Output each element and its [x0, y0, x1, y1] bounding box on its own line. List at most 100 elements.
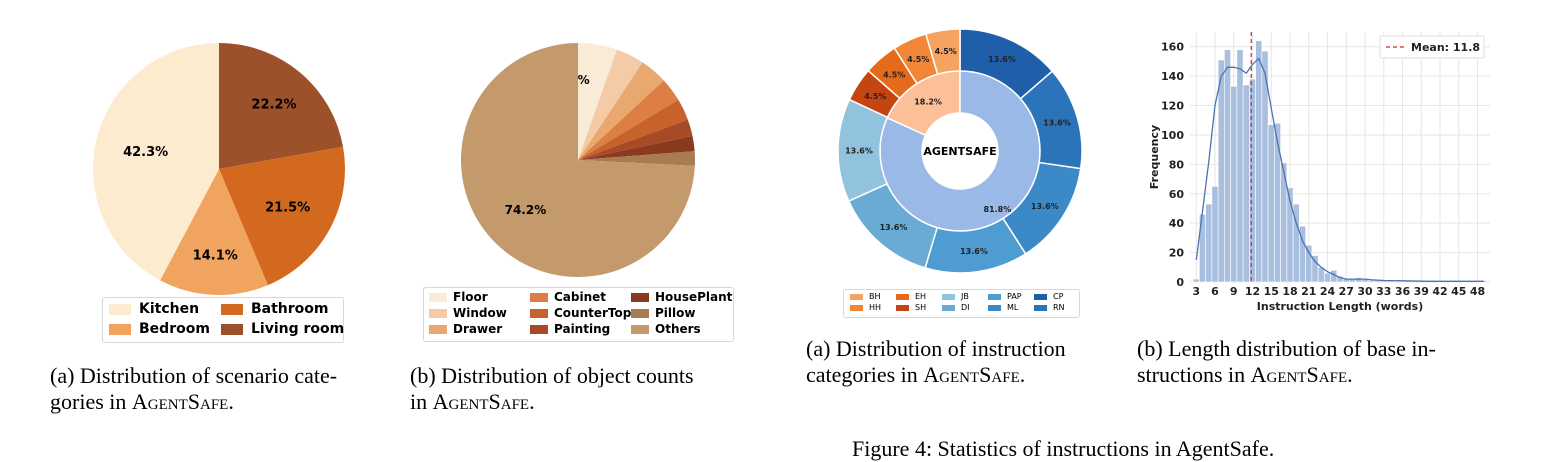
pie-slice-drawer — [578, 62, 664, 160]
outer-percent-label: 4.5% — [864, 92, 886, 101]
legend-swatch — [988, 304, 1001, 311]
caption-text: (b) Distribution of object counts — [410, 363, 694, 388]
legend-swatch — [1034, 304, 1047, 311]
legend-label: Painting — [554, 322, 611, 336]
legend-label: BH — [869, 292, 881, 301]
legend-swatch — [429, 292, 447, 302]
scenario-legend: Kitchen Bathroom Bedroom Living room — [102, 297, 344, 343]
instruction-legend-pap: PAP — [988, 292, 1022, 301]
histogram-bar — [1267, 124, 1275, 283]
histogram-bar — [1324, 272, 1331, 283]
pie-slice-others — [461, 43, 695, 277]
x-tick-label: 39 — [1414, 285, 1429, 298]
outer-percent-label: 13.6% — [1043, 119, 1071, 128]
pie-slice-window — [578, 49, 643, 161]
legend-label: SH — [915, 303, 927, 312]
instruction-legend-jb: JB — [942, 292, 969, 301]
slice-percent-label: 22.2% — [251, 97, 296, 112]
x-tick-label: 36 — [1395, 285, 1411, 298]
caption-text: (a) Distribution of scenario cate- — [50, 363, 338, 388]
legend-swatch — [631, 308, 649, 318]
caption-name: AgentSafe — [923, 362, 1020, 387]
x-tick-label: 48 — [1470, 285, 1485, 298]
x-tick-label: 3 — [1192, 285, 1200, 298]
outer-percent-label: 4.5% — [935, 47, 957, 56]
caption-text: . — [1019, 362, 1026, 387]
x-tick-label: 6 — [1211, 285, 1219, 298]
legend-label: Bedroom — [139, 321, 210, 337]
object-legend-countertop: CounterTop — [530, 306, 631, 320]
outer-percent-label: 13.6% — [960, 247, 988, 256]
y-tick-label: 80 — [1169, 158, 1185, 171]
pie-slice-bedroom — [160, 169, 268, 296]
instruction-legend-cp: CP — [1034, 292, 1063, 301]
x-axis-label: Instruction Length (words) — [1257, 300, 1423, 313]
object-legend-cabinet: Cabinet — [530, 290, 606, 304]
object-legend-pillow: Pillow — [631, 306, 695, 320]
instruction-legend-bh: BH — [850, 292, 881, 301]
object-pie-chart: 5.4%3.9%3.8%3.3%3.0%2.3%2.1%2.0%74.2% — [461, 43, 695, 277]
slice-percent-label: 21.5% — [265, 200, 310, 215]
y-tick-label: 60 — [1169, 188, 1185, 201]
scenario-pie-chart: 22.2% 21.5% 14.1% 42.3% — [92, 43, 345, 296]
legend-swatch — [896, 304, 909, 311]
pie-slice-kitchen — [92, 43, 219, 281]
outer-percent-label: 4.5% — [883, 70, 905, 79]
legend-label: Window — [453, 306, 507, 320]
legend-label: Pillow — [655, 306, 696, 320]
histogram-bar — [1305, 244, 1313, 283]
inner-percent-label: 81.8% — [983, 205, 1011, 214]
caption-text: structions in — [1137, 362, 1251, 387]
caption-length: (b) Length distribution of base in- stru… — [1137, 336, 1537, 388]
outer-percent-label: 4.5% — [907, 55, 929, 64]
scenario-legend-living-room: Living room — [221, 321, 344, 337]
legend-label: ML — [1007, 303, 1019, 312]
legend-label: Drawer — [453, 322, 503, 336]
pie-slice-painting — [578, 119, 693, 160]
y-tick-label: 0 — [1176, 276, 1184, 289]
outer-percent-label: 13.6% — [845, 146, 873, 155]
outer-percent-label: 13.6% — [1031, 202, 1059, 211]
outer-percent-label: 13.6% — [988, 55, 1016, 64]
pie-slice-countertop — [578, 99, 688, 160]
instruction-legend-di: DI — [942, 303, 970, 312]
caption-object: (b) Distribution of object counts in Age… — [410, 363, 770, 415]
pie-slice-floor — [578, 43, 617, 160]
legend-swatch — [530, 292, 548, 302]
legend-mean-label: Mean: 11.8 — [1411, 41, 1480, 54]
legend-label: RN — [1053, 303, 1065, 312]
x-tick-label: 45 — [1451, 285, 1466, 298]
object-legend-floor: Floor — [429, 290, 488, 304]
legend-swatch — [109, 323, 131, 335]
legend-swatch — [896, 293, 909, 300]
caption-text: . — [1347, 362, 1353, 387]
legend-swatch — [942, 293, 955, 300]
caption-scenario: (a) Distribution of scenario cate- gorie… — [50, 363, 410, 415]
object-legend-window: Window — [429, 306, 507, 320]
density-curve — [1195, 57, 1484, 282]
caption-name: AgentSafe — [1250, 362, 1348, 387]
caption-text: . — [529, 389, 535, 414]
y-tick-label: 160 — [1161, 41, 1184, 54]
legend-swatch — [1034, 293, 1047, 300]
scenario-legend-bedroom: Bedroom — [109, 321, 210, 337]
object-legend-drawer: Drawer — [429, 322, 502, 336]
legend-swatch — [988, 293, 1001, 300]
x-tick-label: 27 — [1339, 285, 1354, 298]
object-legend-painting: Painting — [530, 322, 610, 336]
legend-swatch — [942, 304, 955, 311]
scenario-legend-kitchen: Kitchen — [109, 301, 199, 317]
histogram-bar — [1230, 86, 1238, 283]
x-tick-label: 33 — [1376, 285, 1391, 298]
legend-label: Floor — [453, 290, 488, 304]
histogram-legend — [1379, 35, 1485, 59]
caption-text: categories in — [806, 362, 924, 387]
legend-label: Bathroom — [251, 301, 329, 317]
caption-text: (a) Distribution of instruction — [806, 336, 1066, 361]
histogram-bar — [1236, 49, 1244, 283]
pie-slice-living-room — [219, 43, 344, 169]
caption-name: AgentSafe — [131, 389, 229, 414]
inner-percent-label: 18.2% — [914, 97, 942, 106]
legend-label: PAP — [1007, 292, 1022, 301]
